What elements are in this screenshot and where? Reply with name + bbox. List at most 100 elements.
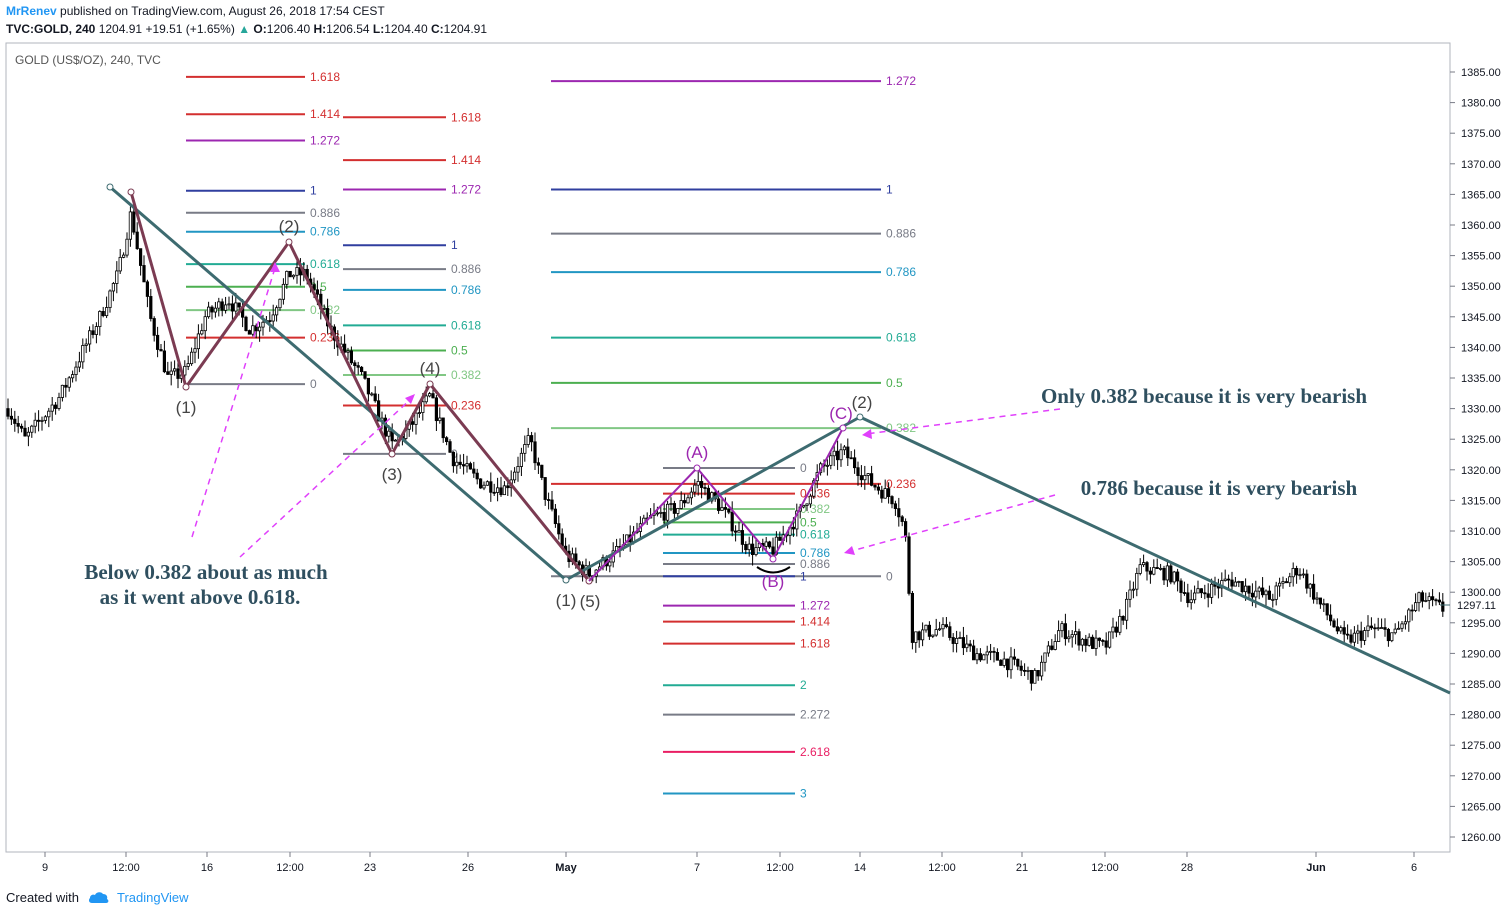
candle-body xyxy=(696,481,700,486)
candle-body xyxy=(1431,596,1435,601)
up-arrow-icon: ▲ xyxy=(238,22,251,36)
annotation-only-0382: Only 0.382 because it is very bearish xyxy=(1041,384,1367,408)
author-link[interactable]: MrRenev xyxy=(6,4,57,18)
fib-level-label: 0.886 xyxy=(310,206,340,220)
ohlc-line: TVC:GOLD, 240 1204.91 +19.51 (+1.65%) ▲ … xyxy=(6,22,487,36)
candle-body xyxy=(1434,599,1438,602)
candle-body xyxy=(291,274,296,278)
candle-body xyxy=(9,415,13,420)
candle-body xyxy=(1281,581,1285,584)
candle-body xyxy=(254,325,258,332)
candle-body xyxy=(1342,627,1346,635)
candle-body xyxy=(1278,582,1282,587)
fib-level-label: 1.272 xyxy=(451,183,481,197)
change-label: +19.51 (+1.65%) ▲ xyxy=(145,22,250,36)
candle-body xyxy=(227,303,231,306)
candle-body xyxy=(1437,599,1441,603)
candle-body xyxy=(506,485,510,489)
price-tick-label: 1280.00 xyxy=(1461,710,1501,722)
fib-level-label: 0.382 xyxy=(310,303,340,317)
candle-body xyxy=(1380,627,1384,629)
candle-body xyxy=(870,473,874,486)
chart-title: GOLD (US$/OZ), 240, TVC xyxy=(15,53,161,67)
candle-body xyxy=(560,533,564,547)
candle-body xyxy=(740,530,745,545)
arrow-head-1 xyxy=(270,262,280,272)
time-tick-label: 21 xyxy=(1016,862,1028,874)
candle-body xyxy=(142,265,146,283)
candle-body xyxy=(183,365,187,376)
candle-body xyxy=(105,307,109,317)
candle-body xyxy=(808,495,813,505)
candle-body xyxy=(495,487,500,493)
candle-body xyxy=(1346,633,1350,636)
candle-body xyxy=(108,290,112,308)
fib-level-label: 0 xyxy=(310,377,317,391)
candle-body xyxy=(1016,658,1020,667)
candle-body xyxy=(982,654,986,661)
current-price-tag: 1297.11 xyxy=(1440,600,1496,612)
candle-body xyxy=(720,507,724,511)
price-chart[interactable]: GOLD (US$/OZ), 240, TVC 1385.001380.0013… xyxy=(0,40,1510,880)
arrow-head-3 xyxy=(862,429,872,439)
fib-level-label: 0.382 xyxy=(886,421,916,435)
candle-body xyxy=(478,478,483,489)
candle-body xyxy=(842,446,847,451)
trend-line-down xyxy=(109,185,567,582)
candle-body xyxy=(315,289,320,295)
candle-body xyxy=(523,444,527,454)
candle-body xyxy=(145,281,149,297)
chart-header: MrRenev published on TradingView.com, Au… xyxy=(0,0,1510,40)
candle-body xyxy=(999,659,1003,666)
candle-body xyxy=(1203,592,1207,595)
candle-body xyxy=(516,466,520,473)
created-with: Created with xyxy=(6,890,79,905)
candle-body xyxy=(557,523,561,535)
candle-body xyxy=(1135,572,1139,590)
candle-body xyxy=(968,643,972,647)
candle-body xyxy=(883,488,887,499)
candle-body xyxy=(737,530,741,533)
candle-body xyxy=(846,446,850,459)
candle-body xyxy=(1162,567,1166,581)
fib-level-label: 1.272 xyxy=(886,74,916,88)
abc-wave xyxy=(588,427,844,582)
tradingview-cloud-icon xyxy=(88,892,109,903)
high-label: H: xyxy=(313,22,327,36)
price-tick-label: 1355.00 xyxy=(1461,251,1501,263)
candle-body xyxy=(914,631,918,643)
candle-body xyxy=(526,435,530,445)
candle-body xyxy=(1091,636,1095,649)
candle-body xyxy=(1043,652,1047,663)
price-axis[interactable]: 1385.00 1380.00 1375.00 1370.00 1365.00 1360.… xyxy=(1450,67,1501,844)
price-tick-label: 1345.00 xyxy=(1461,312,1501,324)
candle-body xyxy=(1040,661,1044,677)
fib-level-label: 0.236 xyxy=(451,399,481,413)
candle-body xyxy=(200,330,204,335)
candle-body xyxy=(530,435,534,443)
time-axis[interactable]: 9 12:00 16 12:00 23 26 May 7 12:00 14 12:00 21 12:00… xyxy=(6,851,1450,874)
plot-area[interactable] xyxy=(5,42,1451,853)
candle-body xyxy=(448,441,452,453)
candle-body xyxy=(81,345,85,363)
price-tick-label: 1330.00 xyxy=(1461,404,1501,416)
tradingview-link[interactable]: TradingView xyxy=(117,890,189,905)
fib-level-label: 0.5 xyxy=(800,515,817,529)
candle-body xyxy=(1325,603,1329,616)
candle-body xyxy=(900,516,904,522)
candle-body xyxy=(1050,645,1054,650)
candle-body xyxy=(1084,638,1088,646)
candle-body xyxy=(1247,585,1251,594)
candle-body xyxy=(451,451,456,467)
candle-body xyxy=(1074,631,1078,636)
candle-body xyxy=(1152,567,1156,575)
candle-body xyxy=(166,371,170,375)
candle-body xyxy=(349,350,354,364)
open-label: O: xyxy=(253,22,267,36)
candle-body xyxy=(666,503,670,521)
candle-body xyxy=(1023,669,1027,672)
candle-body xyxy=(40,419,44,422)
fib-level-label: 1.272 xyxy=(310,134,340,148)
price-tick-label: 1265.00 xyxy=(1461,801,1501,813)
candle-body xyxy=(853,457,857,469)
